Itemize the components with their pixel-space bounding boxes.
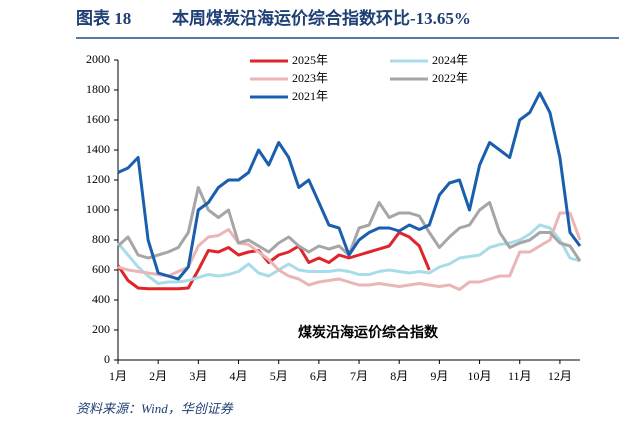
x-tick-label: 3月 [189, 369, 207, 383]
x-tick-label: 4月 [230, 369, 248, 383]
figure-label: 图表 18 [76, 8, 131, 28]
legend-label: 2022年 [432, 71, 468, 85]
y-tick-label: 2000 [86, 52, 110, 66]
y-tick-label: 1600 [86, 112, 110, 126]
x-tick-label: 11月 [508, 369, 532, 383]
series-line [117, 91, 582, 281]
y-tick-label: 400 [92, 292, 110, 306]
legend-label: 2025年 [292, 53, 328, 67]
x-tick-label: 2月 [149, 369, 167, 383]
y-tick-label: 1200 [86, 172, 110, 186]
y-tick-label: 800 [92, 232, 110, 246]
annotation: 煤炭沿海运价综合指数 [298, 324, 439, 341]
x-tick-label: 1月 [109, 369, 127, 383]
y-tick-label: 1400 [86, 142, 110, 156]
x-tick-label: 8月 [390, 369, 408, 383]
x-tick-label: 6月 [310, 369, 328, 383]
y-tick-label: 0 [104, 352, 110, 366]
series-line [116, 231, 431, 291]
series-line [116, 223, 581, 285]
legend-label: 2024年 [432, 53, 468, 67]
series-line [116, 186, 582, 262]
y-tick-label: 1800 [86, 82, 110, 96]
x-tick-label: 7月 [350, 369, 368, 383]
x-tick-label: 10月 [468, 369, 492, 383]
x-tick-label: 9月 [430, 369, 448, 383]
chart-title: 本周煤炭沿海运价综合指数环比-13.65% [172, 8, 471, 28]
x-tick-label: 12月 [548, 369, 572, 383]
series-line [117, 211, 582, 291]
y-tick-label: 200 [92, 322, 110, 336]
y-tick-label: 1000 [86, 202, 110, 216]
source: 资料来源：Wind，华创证券 [76, 401, 234, 416]
legend-label: 2023年 [292, 71, 328, 85]
legend-label: 2021年 [292, 89, 328, 103]
y-tick-label: 600 [92, 262, 110, 276]
x-tick-label: 5月 [270, 369, 288, 383]
